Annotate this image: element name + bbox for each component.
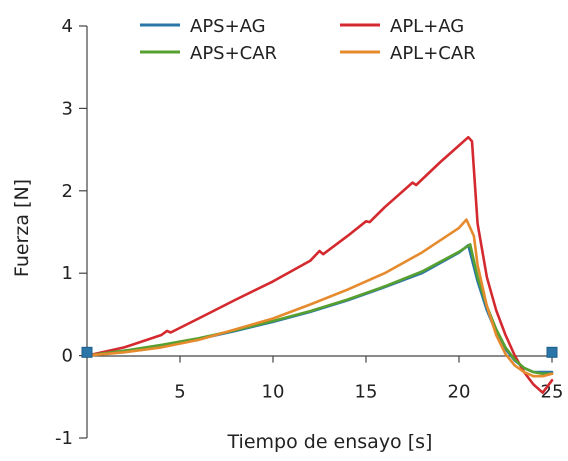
y-tick-label: 2 (62, 181, 73, 202)
series-line-3 (85, 218, 554, 378)
x-tick-label: 10 (262, 382, 285, 403)
series-line-2 (85, 243, 554, 376)
legend-label-apl-ag: APL+AG (390, 16, 464, 37)
x-ticks: 5 10 15 20 25 (174, 355, 563, 403)
x-tick-label: 5 (174, 382, 185, 403)
legend-label-aps-car: APS+CAR (190, 43, 277, 64)
series-lines (85, 135, 554, 395)
legend-label-aps-ag: APS+AG (190, 16, 266, 37)
y-tick-label: 0 (62, 346, 73, 367)
data-marker-1 (546, 346, 558, 358)
markers (81, 346, 558, 358)
series-line-1 (85, 135, 554, 395)
legend-label-apl-car: APL+CAR (390, 43, 476, 64)
legend: APS+AG APL+AG APS+CAR APL+CAR (140, 16, 476, 64)
x-tick-label: 15 (355, 382, 378, 403)
y-tick-label: 4 (62, 16, 73, 37)
x-tick-label: 20 (448, 382, 471, 403)
data-marker-0 (81, 346, 93, 358)
y-axis-label: Fuerza [N] (11, 179, 33, 277)
y-tick-label: -1 (55, 428, 73, 449)
y-tick-label: 1 (62, 263, 73, 284)
y-ticks: -1 0 1 2 3 4 (55, 16, 87, 449)
x-axis-label: Tiempo de ensayo [s] (227, 431, 433, 453)
y-tick-label: 3 (62, 98, 73, 119)
